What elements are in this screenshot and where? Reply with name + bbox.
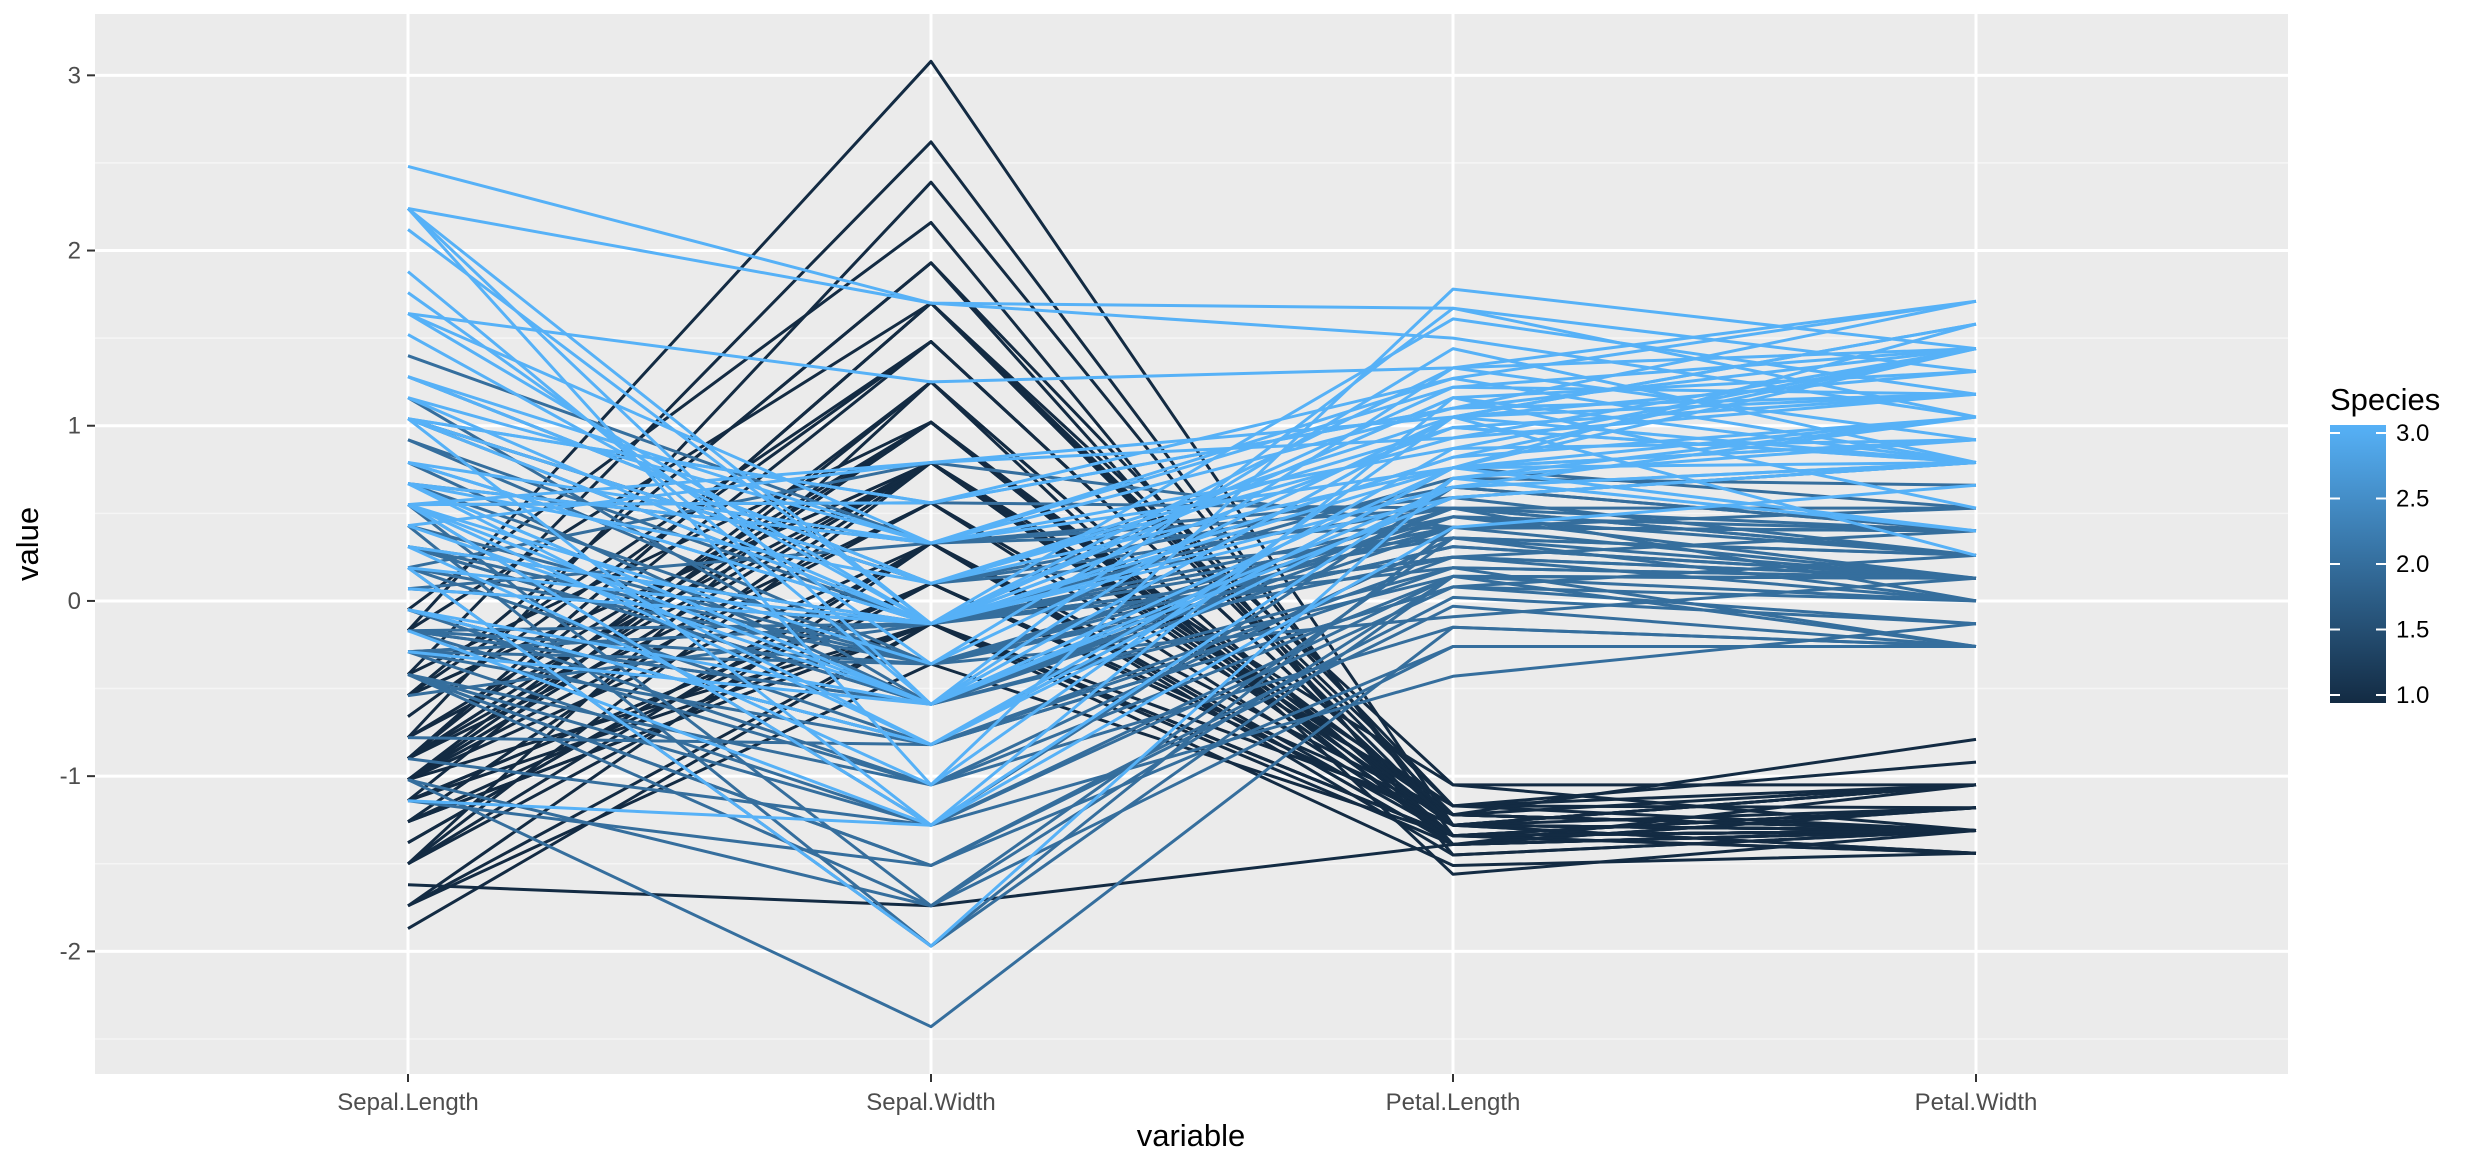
x-axis: Sepal.Length Sepal.Width Petal.Length Petal… [337,1074,2037,1116]
series-line-128 [407,461,1977,626]
series-line-42 [407,806,1977,908]
series-line-85 [407,525,1977,698]
series-line-142 [407,347,1977,585]
series-line-44 [407,420,1977,817]
series-line-143 [407,438,1977,747]
series-line-118 [407,207,1977,373]
series-line-88 [407,503,1977,908]
legend-tick-label: 1.0 [2396,682,2429,709]
legend-title: Species [2330,382,2440,417]
y-tick-label: -1 [60,763,81,790]
y-axis: -2 -1 0 1 2 3 [60,62,95,965]
legend-ticks: 1.0 1.5 2.0 2.5 3.0 [2330,420,2429,709]
legend-tick-label: 1.5 [2396,617,2429,644]
x-tick-label: Sepal.Width [866,1089,995,1116]
series-line-14 [407,622,1977,930]
series-line-110 [407,299,1977,384]
legend-tick-label: 2.5 [2396,486,2429,513]
series-line-141 [407,322,1977,585]
x-tick-label: Sepal.Length [337,1089,478,1116]
series-line-132 [407,164,1977,419]
series-line-138 [407,426,1977,585]
series-line-91 [407,536,1977,787]
y-tick-label: 3 [68,62,81,89]
series-line-148 [407,415,1977,626]
series-line-150 [407,461,1977,626]
series-line-107 [407,483,1977,827]
series-line-145 [407,299,1977,505]
series-lines [406,59,1977,1029]
series-line-100 [407,566,1977,706]
series-line-139 [407,461,1977,626]
series-line-36 [407,541,1977,857]
series-line-76 [407,438,1977,626]
series-line-149 [407,347,1977,528]
legend: Species 1.0 1.5 2.0 2.5 3.0 [2330,382,2440,709]
y-tick-label: 0 [68,588,81,615]
y-tick-label: -2 [60,938,81,965]
series-line-80 [407,625,1977,787]
series-line-134 [407,466,1977,706]
series-line-99 [407,622,1977,827]
series-line-144 [407,347,1977,545]
y-tick-label: 1 [68,413,81,440]
legend-tick-label: 3.0 [2396,420,2429,447]
series-line-82 [407,604,1977,867]
series-line-109 [407,396,1977,827]
y-tick-label: 2 [68,238,81,265]
series-line-90 [407,574,1977,827]
legend-tick-label: 2.0 [2396,551,2429,578]
x-tick-label: Petal.Length [1386,1089,1521,1116]
series-line-96 [407,555,1977,633]
series-line-43 [407,541,1977,908]
series-line-50 [407,501,1977,838]
x-axis-title: variable [1137,1118,1246,1153]
series-line-49 [407,340,1977,832]
y-axis-title: value [10,507,45,581]
series-line-136 [407,207,1977,626]
x-tick-label: Petal.Width [1915,1089,2038,1116]
series-line-126 [407,312,1977,545]
series-line-94 [407,645,1976,908]
series-line-38 [407,380,1977,855]
series-line-106 [407,228,1977,626]
series-line-120 [407,476,1977,948]
series-line-147 [407,438,1977,827]
